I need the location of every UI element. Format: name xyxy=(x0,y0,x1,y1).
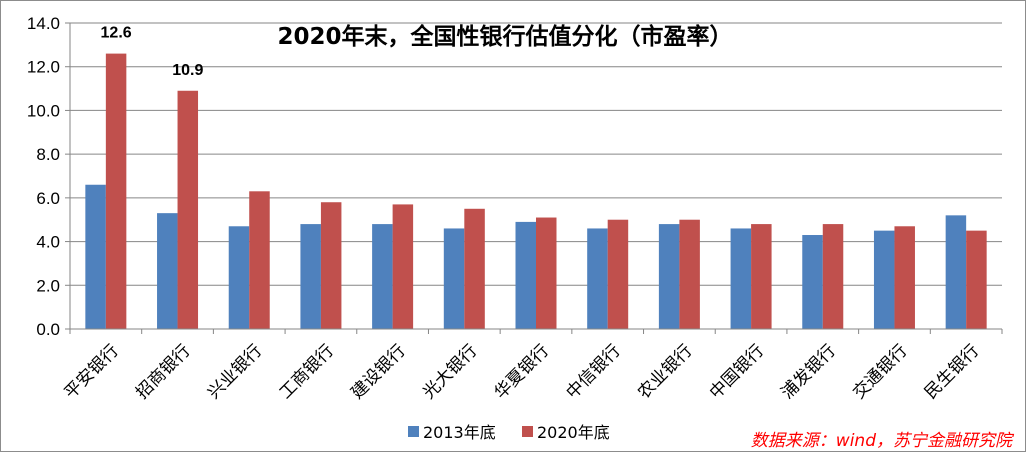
data-label: 10.9 xyxy=(172,62,203,79)
gridlines xyxy=(70,22,1002,286)
bar-2013-8 xyxy=(658,224,680,329)
bar-2020-6 xyxy=(536,217,557,329)
y-tick-label: 12.0 xyxy=(27,58,60,77)
x-category-label: 兴业银行 xyxy=(204,341,266,403)
x-category-label: 民生银行 xyxy=(921,341,983,403)
bar-2013-11 xyxy=(873,230,895,329)
x-category-label: 交通银行 xyxy=(849,341,911,403)
bars xyxy=(85,53,987,329)
bar-2020-9 xyxy=(751,224,772,329)
x-category-label: 农业银行 xyxy=(634,341,696,403)
y-tick-label: 8.0 xyxy=(36,145,60,164)
bar-2020-3 xyxy=(320,202,342,329)
legend: 2013年底 2020年底 xyxy=(408,423,610,442)
bar-2020-11 xyxy=(894,226,915,329)
bar-2020-1 xyxy=(177,90,199,329)
x-axis: 平安银行 招商银行 兴业银行 工商银行 建设银行 光大银行 华夏银行 中信银行 农业银行 中国银行… xyxy=(61,328,1003,403)
bar-2020-5 xyxy=(464,208,485,329)
chart-title: 2020年末，全国性银行估值分化（市盈率） xyxy=(277,23,732,50)
y-axis: 0.0 2.0 4.0 6.0 8.0 10.0 12.0 14.0 xyxy=(27,14,71,339)
source-note: 数据来源：wind，苏宁金融研究院 xyxy=(751,431,1015,451)
x-category-label: 光大银行 xyxy=(419,341,481,403)
bar-2013-9 xyxy=(730,228,752,329)
bar-2013-0 xyxy=(85,184,106,329)
y-tick-label: 14.0 xyxy=(27,14,60,33)
legend-swatch xyxy=(522,426,533,437)
x-category-label: 华夏银行 xyxy=(491,341,553,403)
y-tick-label: 10.0 xyxy=(27,101,60,120)
bar-2020-8 xyxy=(679,219,700,329)
legend-label: 2020年底 xyxy=(537,423,610,442)
legend-label: 2013年底 xyxy=(423,423,496,442)
bar-2013-5 xyxy=(443,228,465,329)
bar-2020-4 xyxy=(392,204,414,329)
bar-2020-10 xyxy=(822,224,844,329)
y-tick-label: 0.0 xyxy=(36,320,60,339)
x-category-label: 中信银行 xyxy=(562,341,624,403)
bar-2020-12 xyxy=(966,230,987,329)
bar-2013-3 xyxy=(300,224,321,329)
bar-2020-0 xyxy=(105,53,127,329)
x-category-label: 工商银行 xyxy=(276,341,338,403)
data-label: 12.6 xyxy=(101,25,132,42)
bar-2013-2 xyxy=(228,226,250,329)
bar-2013-4 xyxy=(372,224,393,329)
x-category-label: 中国银行 xyxy=(706,341,768,403)
x-category-label: 浦发银行 xyxy=(778,341,840,403)
bar-2013-10 xyxy=(802,235,823,329)
bar-2020-7 xyxy=(607,219,629,329)
data-labels: 12.6 10.9 xyxy=(101,25,204,79)
bar-2013-7 xyxy=(587,228,608,329)
bar-2013-12 xyxy=(945,215,967,329)
bar-2020-2 xyxy=(249,191,270,329)
x-category-label: 建设银行 xyxy=(347,341,409,403)
y-tick-label: 4.0 xyxy=(36,233,60,252)
x-category-label: 平安银行 xyxy=(61,341,123,403)
x-category-label: 招商银行 xyxy=(132,341,194,403)
bar-2013-1 xyxy=(157,213,178,329)
bar-2013-6 xyxy=(515,221,536,329)
legend-swatch xyxy=(408,426,419,437)
y-tick-label: 2.0 xyxy=(36,276,60,295)
y-tick-label: 6.0 xyxy=(36,189,60,208)
